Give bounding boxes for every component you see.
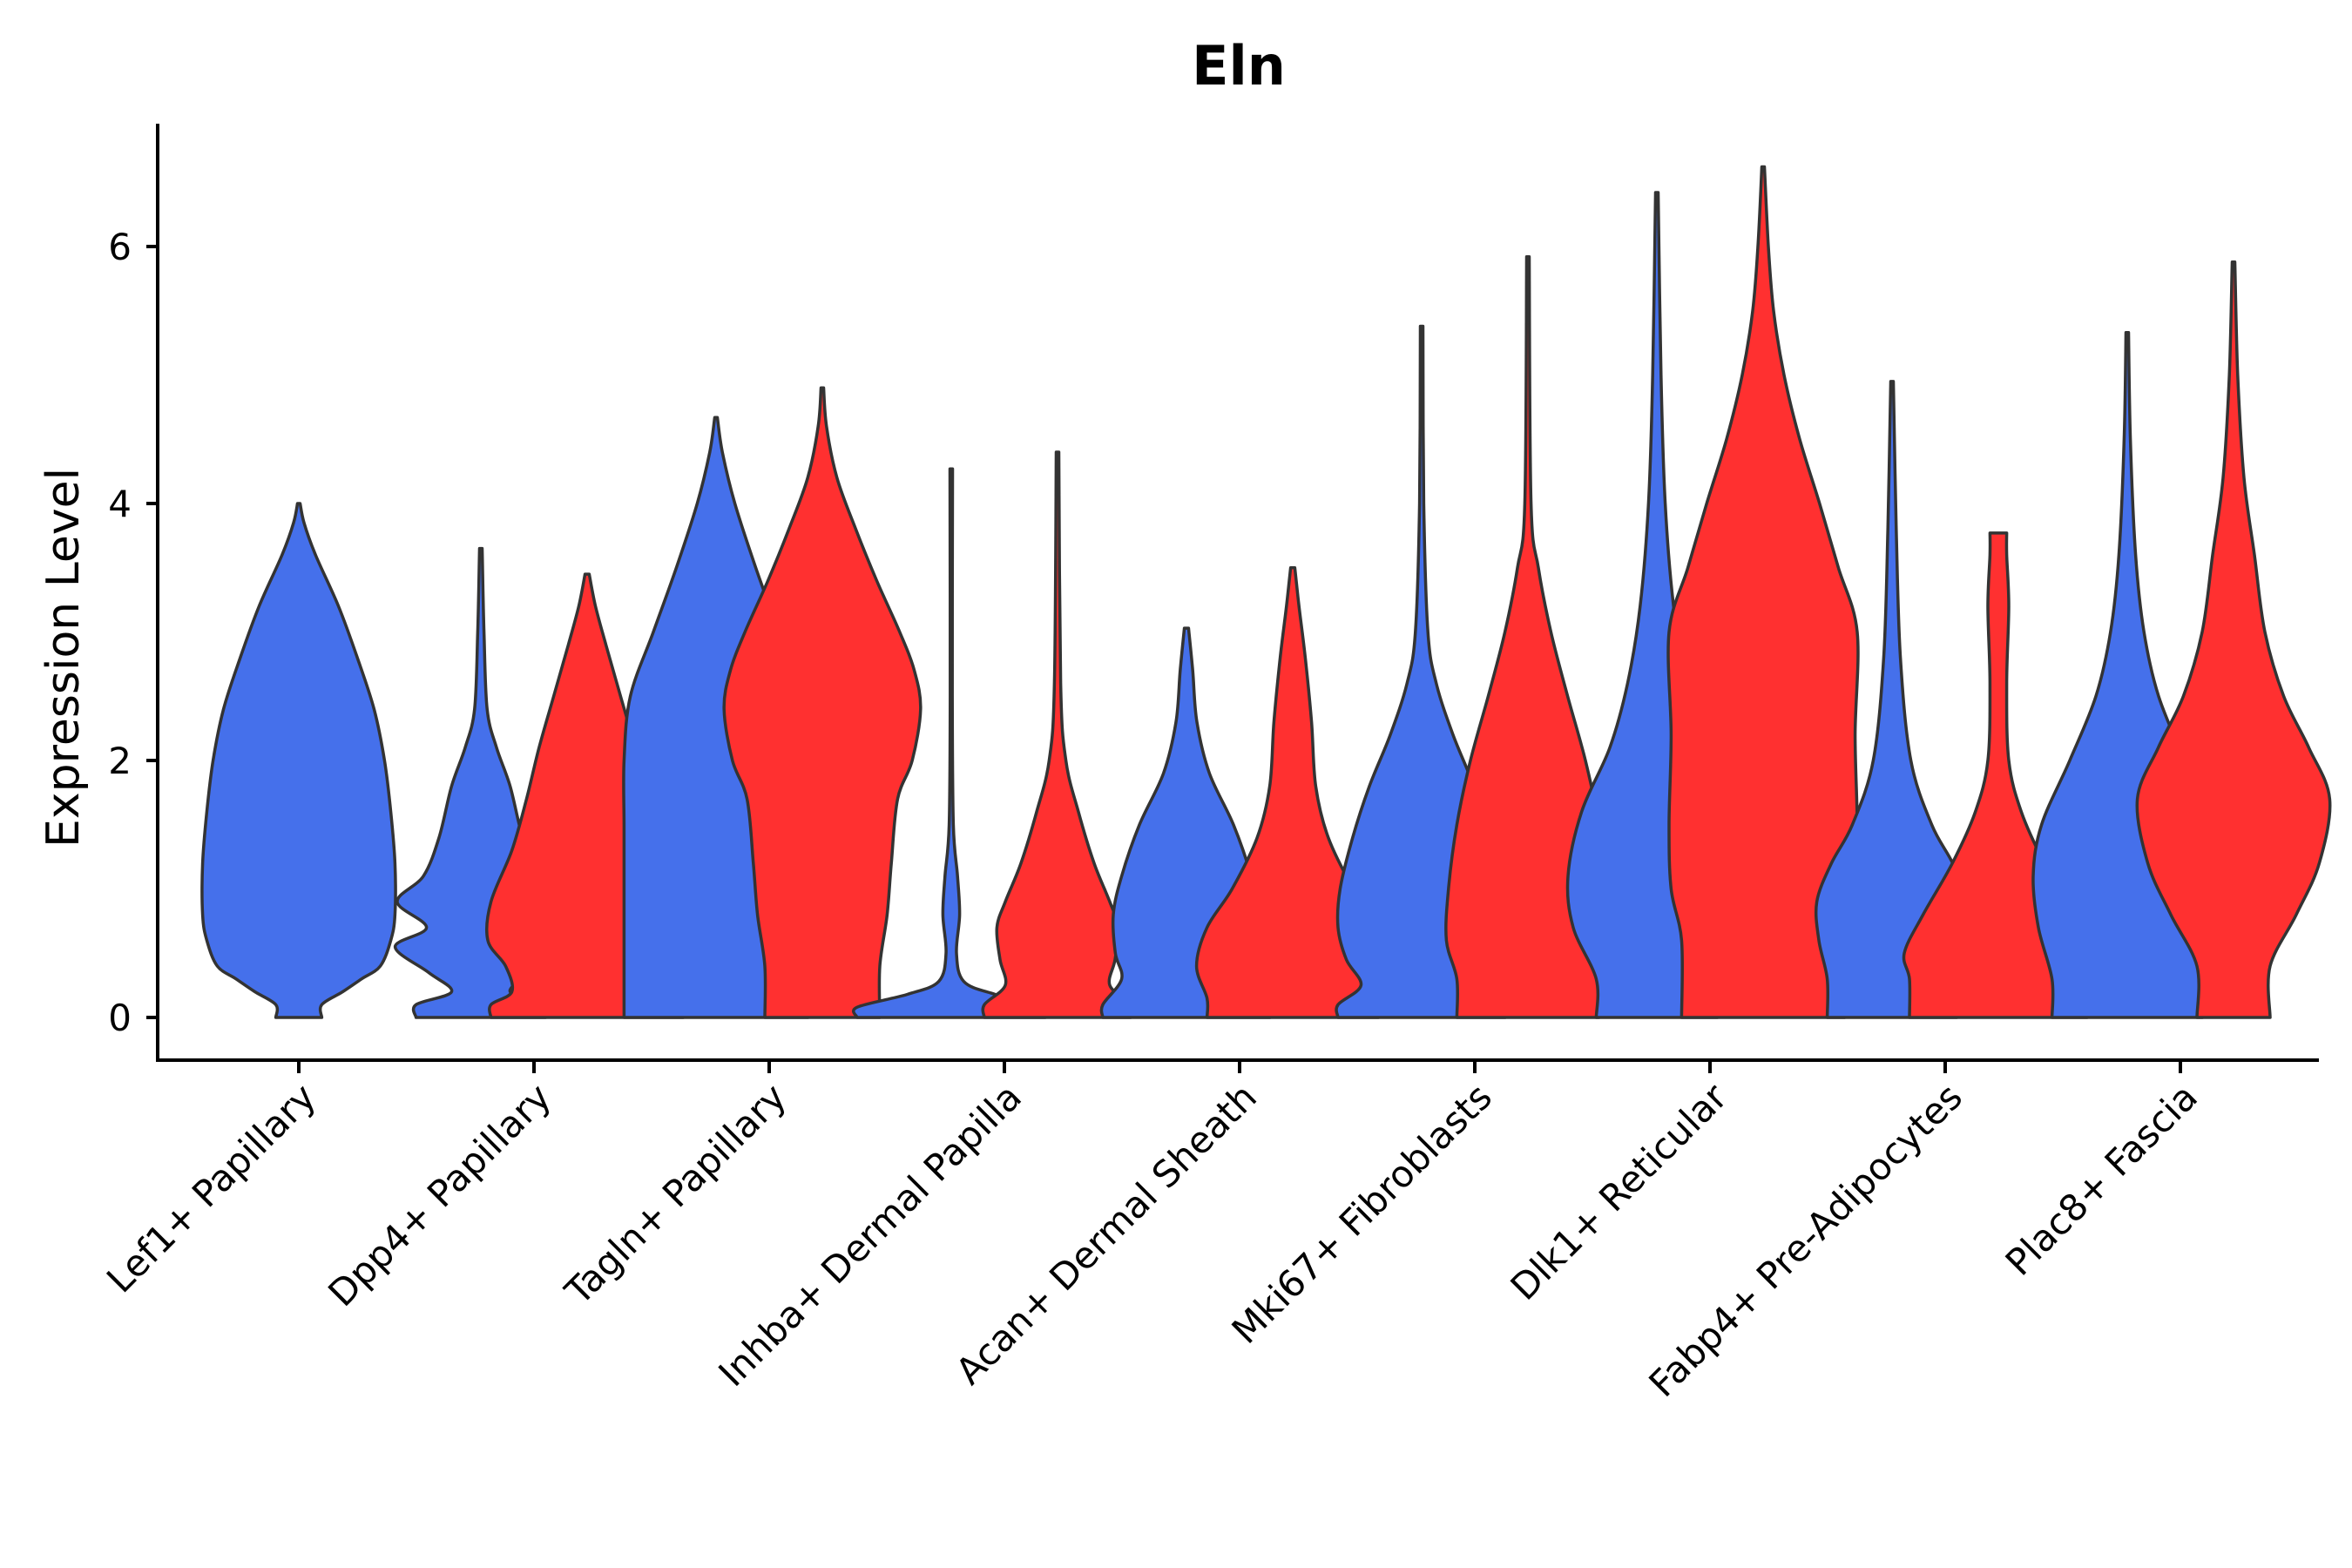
y-ticks: 0 2 4 6 bbox=[108, 226, 158, 1039]
violin-1-6 bbox=[1666, 165, 1860, 1019]
y-tick-label: 2 bbox=[108, 740, 132, 782]
y-axis-label: Expression Level bbox=[37, 468, 90, 848]
chart-title: Eln bbox=[1192, 34, 1286, 98]
y-tick-label: 0 bbox=[108, 997, 132, 1039]
violin-0-0 bbox=[200, 502, 397, 1019]
violin-1-2 bbox=[722, 386, 923, 1019]
y-tick-label: 4 bbox=[108, 483, 132, 525]
x-tick-label: Lef1+ Papillary bbox=[98, 1075, 324, 1301]
violins-layer bbox=[200, 165, 2332, 1019]
x-tick-label: Dpp4+ Papillary bbox=[320, 1075, 559, 1315]
x-tick-label: Dlk1+ Reticular bbox=[1503, 1075, 1736, 1308]
x-tick-label: Plac8+ Fascia bbox=[1997, 1075, 2206, 1283]
violin-1-8 bbox=[2135, 260, 2332, 1019]
violin-0-3 bbox=[852, 467, 1051, 1019]
violin-1-3 bbox=[981, 450, 1134, 1019]
y-tick-label: 6 bbox=[108, 226, 132, 268]
x-tick-label: Tagln+ Papillary bbox=[557, 1075, 794, 1313]
axes-layer bbox=[156, 124, 2319, 1062]
x-tick-label: Mki67+ Fibroblasts bbox=[1224, 1075, 1500, 1351]
